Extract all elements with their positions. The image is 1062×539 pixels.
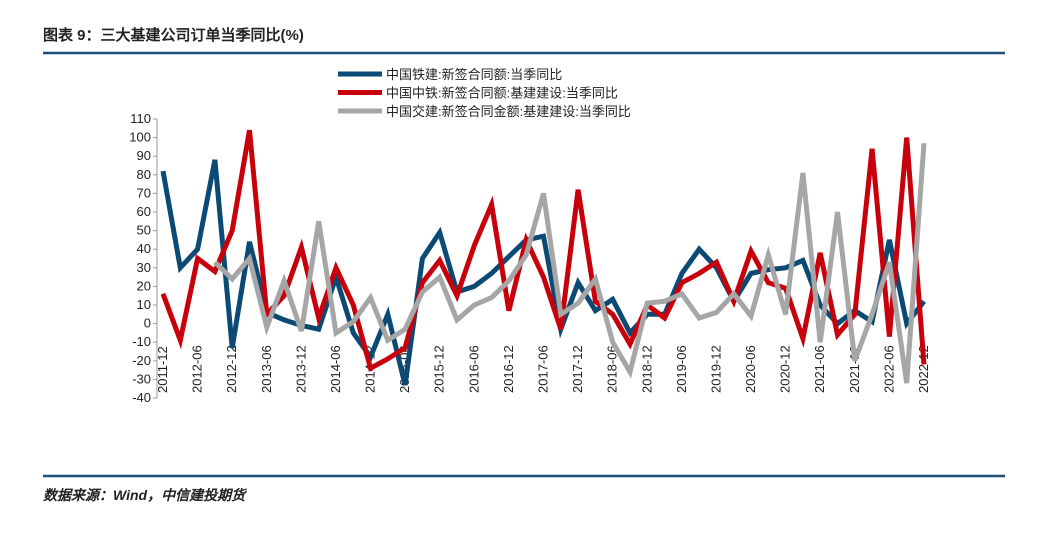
x-tick-label: 2017-06	[536, 345, 551, 393]
x-tick-label: 2016-06	[466, 345, 481, 393]
x-tick-label: 2012-06	[190, 345, 205, 393]
y-tick-label: 30	[137, 260, 151, 275]
y-tick-label: 10	[137, 297, 151, 312]
legend-label: 中国交建:新签合同金额:基建建设:当季同比	[386, 104, 631, 119]
y-tick-label: -20	[132, 353, 151, 368]
y-tick-label: 0	[144, 316, 151, 331]
y-tick-label: 60	[137, 204, 151, 219]
x-tick-label: 2020-12	[778, 345, 793, 393]
y-tick-label: 110	[130, 111, 151, 126]
x-tick-label: 2022-12	[916, 345, 931, 393]
x-tick-label: 2018-06	[605, 345, 620, 393]
y-tick-label: -40	[132, 390, 151, 405]
x-tick-label: 2021-06	[812, 345, 827, 393]
series-line	[213, 143, 927, 384]
source: 数据来源：Wind，中信建投期货	[43, 487, 247, 503]
x-tick-label: 2017-12	[570, 345, 585, 393]
y-tick-label: 80	[137, 167, 151, 182]
x-tick-label: 2022-06	[881, 345, 896, 393]
legend-label: 中国铁建:新签合同额:当季同比	[386, 67, 562, 82]
x-tick-label: 2013-06	[259, 345, 274, 393]
legend-label: 中国中铁:新签合同额:基建建设:当季同比	[386, 86, 618, 101]
y-tick-label: 50	[137, 223, 151, 238]
series-line	[160, 129, 927, 372]
x-tick-label: 2011-12	[155, 346, 170, 393]
x-tick-label: 2020-06	[743, 345, 758, 393]
y-tick-label: 100	[129, 130, 151, 145]
x-tick-label: 2014-06	[328, 345, 343, 393]
x-tick-label: 2015-12	[432, 345, 447, 393]
x-tick-label: 2019-12	[708, 345, 723, 393]
y-tick-label: 90	[137, 148, 151, 163]
y-tick-label: 20	[137, 278, 151, 293]
y-tick-label: -10	[132, 334, 151, 349]
x-tick-label: 2013-12	[293, 345, 308, 393]
x-tick-label: 2012-12	[224, 345, 239, 393]
chart-title: 图表 9：三大基建公司订单当季同比(%)	[43, 26, 304, 44]
x-tick-label: 2018-12	[639, 345, 654, 393]
y-tick-label: 40	[137, 241, 151, 256]
x-tick-label: 2019-06	[674, 345, 689, 393]
x-tick-label: 2016-12	[501, 345, 516, 393]
series-line	[160, 159, 926, 386]
y-tick-label: 70	[137, 185, 151, 200]
y-tick-label: -30	[132, 371, 151, 386]
